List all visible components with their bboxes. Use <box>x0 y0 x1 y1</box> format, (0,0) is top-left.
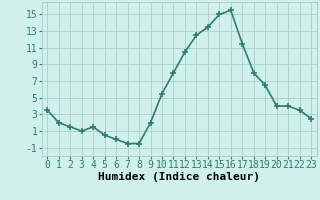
X-axis label: Humidex (Indice chaleur): Humidex (Indice chaleur) <box>98 172 260 182</box>
